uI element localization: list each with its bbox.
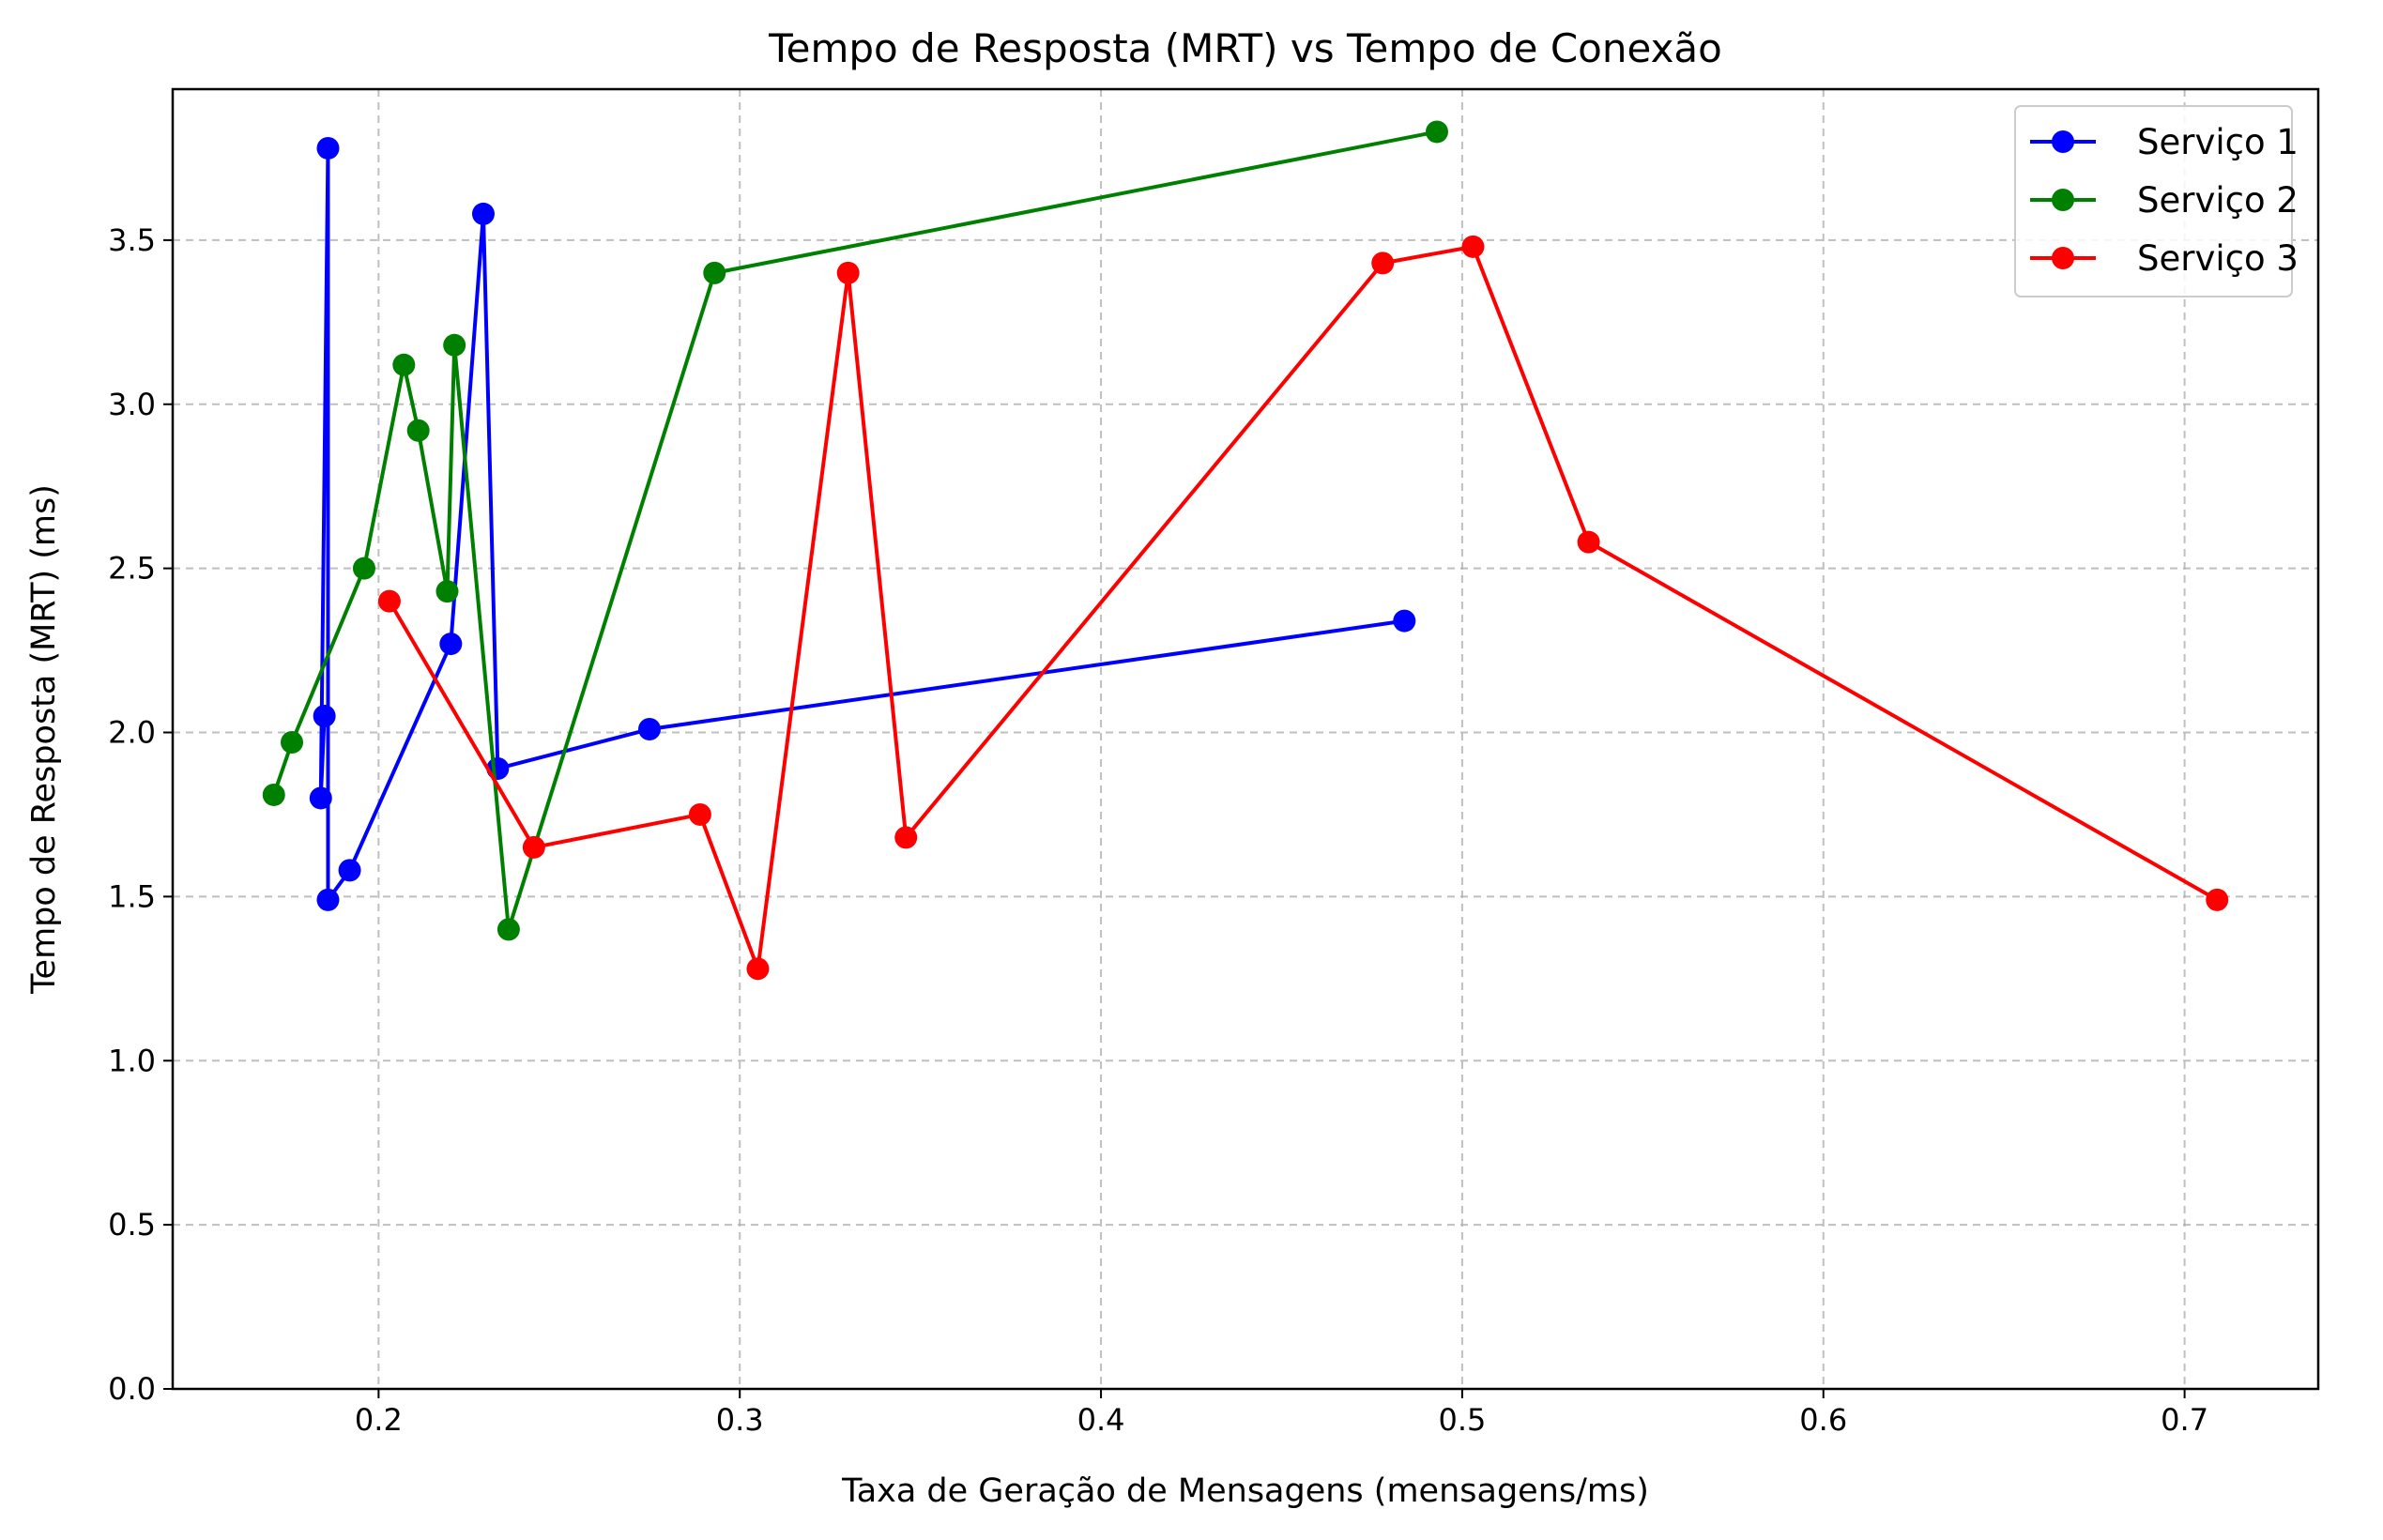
series-line — [271, 130, 1438, 932]
legend-marker — [2052, 247, 2074, 269]
y-tick-label: 1.0 — [108, 1043, 156, 1078]
x-tick-label: 0.7 — [2161, 1402, 2208, 1438]
series-3 — [377, 235, 2229, 981]
data-point — [316, 136, 340, 160]
data-point — [313, 705, 336, 728]
data-point — [471, 202, 495, 225]
data-point — [746, 957, 770, 981]
legend: Serviço 1 Serviço 2 Serviço 3 — [2014, 105, 2299, 297]
data-point — [496, 918, 520, 941]
legend-marker — [2052, 130, 2074, 153]
legend-label: Serviço 3 — [2137, 238, 2299, 279]
x-tick-label: 0.6 — [1799, 1402, 1847, 1438]
data-point — [1371, 252, 1395, 275]
x-tick-label: 0.4 — [1077, 1402, 1125, 1438]
legend-entry: Serviço 1 — [2030, 122, 2299, 162]
data-point — [486, 756, 510, 780]
data-point — [638, 718, 661, 741]
x-tick-label: 0.5 — [1438, 1402, 1486, 1438]
data-point — [1425, 120, 1448, 144]
data-point — [377, 589, 401, 613]
data-point — [352, 557, 375, 580]
data-point — [392, 353, 416, 376]
legend-entry: Serviço 3 — [2030, 238, 2299, 279]
data-point — [688, 802, 711, 826]
data-point — [309, 786, 332, 810]
y-tick-label: 3.5 — [108, 222, 156, 258]
y-tick-label: 3.0 — [108, 387, 156, 422]
series-line — [318, 145, 1405, 902]
data-point — [316, 888, 340, 911]
y-tick-label: 0.5 — [108, 1207, 156, 1243]
data-point — [281, 730, 303, 754]
legend-label: Serviço 1 — [2137, 122, 2299, 162]
series-line — [388, 244, 2219, 971]
legend-label: Serviço 2 — [2137, 180, 2299, 221]
series-2 — [262, 120, 1448, 941]
y-tick-label: 0.0 — [108, 1371, 156, 1407]
data-point — [1393, 609, 1416, 633]
data-point — [439, 633, 463, 656]
data-point — [703, 261, 726, 284]
y-tick-label: 2.5 — [108, 551, 156, 587]
x-tick-label: 0.3 — [716, 1402, 764, 1438]
data-point — [338, 859, 361, 882]
data-point — [1461, 235, 1485, 258]
data-point — [435, 580, 459, 603]
grid — [173, 89, 2318, 1390]
x-tick-label: 0.2 — [355, 1402, 403, 1438]
data-point — [1577, 530, 1600, 554]
series-1 — [309, 136, 1416, 911]
legend-box — [2014, 105, 2293, 297]
data-point — [522, 835, 545, 859]
data-point — [406, 419, 430, 442]
legend-marker — [2052, 189, 2074, 211]
plot-frame — [171, 87, 2320, 1391]
data-point — [836, 261, 860, 284]
series-layer — [262, 120, 2229, 981]
y-axis-title: Tempo de Resposta (MRT) (ms) — [25, 484, 63, 995]
y-tick-label: 1.5 — [108, 878, 156, 914]
legend-entry: Serviço 2 — [2030, 180, 2299, 221]
y-tick-label: 2.0 — [108, 715, 156, 751]
x-axis-title: Taxa de Geração de Mensagens (mensagens/… — [841, 1472, 1649, 1510]
data-point — [894, 826, 918, 849]
data-point — [443, 333, 466, 357]
chart-title: Tempo de Resposta (MRT) vs Tempo de Cone… — [768, 25, 1722, 71]
data-point — [2206, 888, 2229, 911]
axis-ticks: 0.2 0.3 0.4 0.5 0.6 0.7 0.0 0.5 1.0 1.5 2.0 2.5 3.0 3… — [108, 222, 2208, 1438]
data-point — [262, 783, 285, 806]
